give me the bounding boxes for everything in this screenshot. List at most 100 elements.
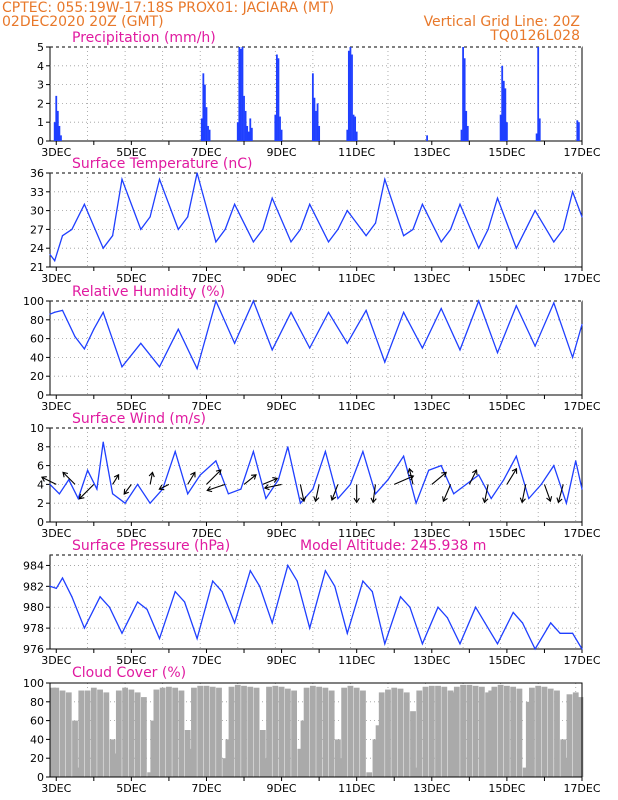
wind-x-tick-label: 13DEC <box>413 527 450 540</box>
wind-wind-vector <box>123 484 132 495</box>
pres-series-point <box>83 627 86 629</box>
precip-bar <box>315 110 317 141</box>
pres-series-point <box>146 608 148 610</box>
rh-series-point <box>61 309 64 311</box>
precip-bar <box>537 47 540 141</box>
rh-x-tick-label: 13DEC <box>413 400 450 413</box>
header-grid-note: Vertical Grid Line: 20Z <box>424 14 580 30</box>
wind-series-point <box>137 483 139 485</box>
temp-y-tick-label: 24 <box>30 242 44 255</box>
temp-series-point <box>61 235 64 237</box>
temp-series-point <box>158 178 161 180</box>
pres-x-tick-label: 15DEC <box>488 654 525 667</box>
cloud-bar <box>535 685 542 777</box>
pres-series-point <box>99 596 101 598</box>
temp-x-tick-label: 17DEC <box>563 272 600 285</box>
wind-series-point <box>324 450 326 453</box>
cloud-bar <box>560 739 567 777</box>
rh-y-tick-label: 20 <box>30 370 44 383</box>
rh-x-tick-label: 17DEC <box>563 400 600 413</box>
cloud-bar <box>59 690 66 777</box>
temp-x-tick-label: 9DEC <box>267 272 297 285</box>
cloud-bar <box>247 686 254 777</box>
wind-title: Surface Wind (m/s) <box>72 411 206 427</box>
temp-series-point <box>553 241 555 243</box>
cloud-bar <box>554 690 560 777</box>
cloud-bar <box>259 730 266 777</box>
cloud-bar <box>297 748 304 777</box>
wind-wind-vector <box>112 474 120 485</box>
temp-series-point <box>111 235 114 237</box>
cloud-bar <box>122 687 129 777</box>
wind-series-point <box>465 483 467 485</box>
wind-wind-vector <box>264 483 282 489</box>
cloud-bar <box>90 687 97 777</box>
rh-series-point <box>271 349 273 351</box>
cloud-bar <box>413 767 420 777</box>
rh-series-point <box>234 342 236 344</box>
pres-series-point <box>287 564 289 567</box>
wind-wind-vector <box>79 484 95 500</box>
temp-series-point <box>83 203 86 205</box>
cloud-bar <box>84 690 91 777</box>
precip-y-tick-label: 1 <box>37 116 44 129</box>
wind-wind-vector <box>187 472 196 485</box>
wind-series-point <box>174 450 176 453</box>
cloud-bar <box>391 687 398 777</box>
wind-series-line <box>49 441 583 506</box>
precip-bar <box>238 47 241 141</box>
wind-series-point <box>428 469 430 471</box>
wind-wind-vector <box>408 468 414 485</box>
wind-series-point <box>349 483 352 485</box>
cloud-bar <box>316 686 323 777</box>
cloud-bar <box>572 692 579 777</box>
wind-series-point <box>528 497 530 500</box>
wind-wind-arrowhead <box>78 493 85 500</box>
cloud-y-tick-label: 20 <box>30 752 44 765</box>
cloud-bar <box>225 739 232 777</box>
pres-y-tick-label: 982 <box>23 580 44 593</box>
wind-wind-vector <box>62 472 76 485</box>
cloud-bar <box>166 686 172 777</box>
cloud-bar <box>338 758 344 777</box>
rh-series-point <box>346 342 348 344</box>
rh-series-point <box>421 347 423 349</box>
rh-y-tick-label: 100 <box>23 295 44 308</box>
pres-series-point <box>559 632 561 634</box>
cloud-bar <box>510 686 517 777</box>
precip-bar <box>465 110 468 141</box>
temp-series-point <box>572 191 574 193</box>
wind-series-point <box>362 450 364 453</box>
precip-bar <box>202 73 205 141</box>
precip-bar <box>244 110 247 141</box>
pres-series-point <box>409 606 411 608</box>
rh-series-point <box>553 302 555 304</box>
precip-bar <box>576 120 579 141</box>
wind-wind-vector <box>557 484 564 503</box>
temp-series-point <box>290 241 292 243</box>
cloud-title: Cloud Cover (%) <box>72 665 186 681</box>
pres-series-point <box>399 596 402 598</box>
temp-series-point <box>187 216 189 218</box>
cloud-bar <box>72 720 78 777</box>
cloud-bar <box>153 689 160 777</box>
wind-series-point <box>503 479 505 481</box>
precip-bar <box>239 48 242 141</box>
cloud-bar <box>422 686 429 777</box>
wind-wind-arrowhead <box>300 496 307 503</box>
wind-series-point <box>149 502 151 504</box>
wind-series-point <box>68 479 70 481</box>
wind-wind-arrowhead <box>556 497 563 504</box>
rh-series-point <box>74 336 76 338</box>
wind-wind-arrowhead <box>546 496 553 503</box>
pres-series-point <box>550 622 552 624</box>
cloud-bar <box>328 690 335 777</box>
precip-bar <box>499 114 502 141</box>
pres-series-point <box>437 606 439 608</box>
cloud-bar <box>366 772 373 777</box>
wind-series-point <box>77 497 79 500</box>
cloud-bar <box>147 772 154 777</box>
precip-bar <box>241 47 244 141</box>
wind-wind-vector <box>394 475 414 485</box>
precip-bar <box>247 131 250 141</box>
